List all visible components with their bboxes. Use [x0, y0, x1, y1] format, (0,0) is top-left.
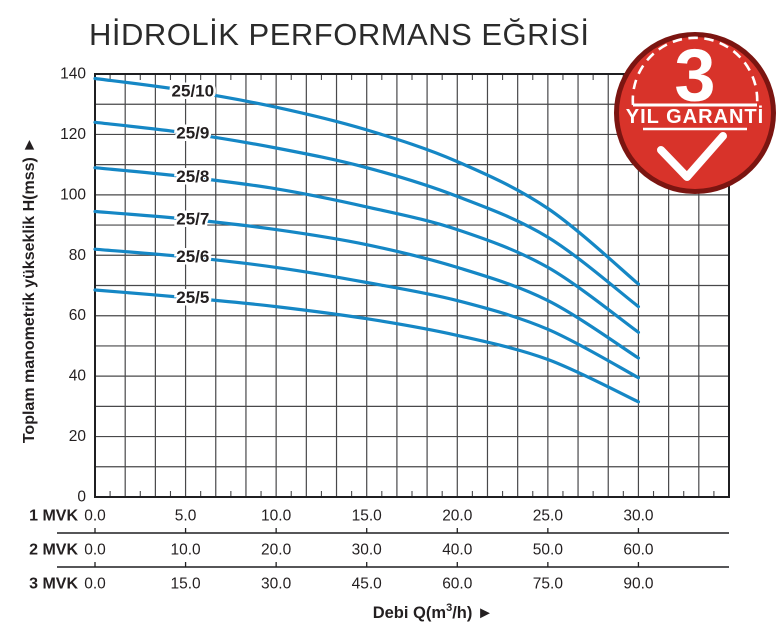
- x-axis-title-prefix: Debi Q(m: [373, 604, 446, 622]
- scale-row-3-value: 90.0: [623, 576, 654, 593]
- scale-row-2-value: 60.0: [623, 542, 654, 559]
- scale-row-3-value: 75.0: [533, 576, 564, 593]
- scale-row-1-value: 30.0: [623, 508, 654, 525]
- scale-row-label-2-mvk: 2 MVK: [29, 542, 78, 559]
- scale-row-3-value: 45.0: [352, 576, 383, 593]
- scale-row-1-value: 5.0: [175, 508, 197, 525]
- y-axis-title: Toplam manometrik yükseklik H(mss) ►: [21, 137, 38, 443]
- curve-label-25-6: 25/6: [176, 247, 209, 266]
- x-axis-title-superscript: 3: [446, 602, 452, 614]
- y-tick-label: 0: [77, 489, 86, 506]
- badge-number: 3: [674, 34, 715, 117]
- scale-row-2-value: 40.0: [442, 542, 473, 559]
- y-tick-label: 80: [69, 247, 87, 264]
- chart-title: HİDROLİK PERFORMANS EĞRİSİ: [89, 17, 590, 52]
- scale-row-1-value: 10.0: [261, 508, 292, 525]
- warranty-badge: 3 YIL GARANTİ: [614, 32, 776, 194]
- performance-curve-25-5: [93, 288, 640, 404]
- scale-row-2-value: 30.0: [352, 542, 383, 559]
- performance-curve-25-6: [93, 247, 640, 380]
- curve-label-25-10: 25/10: [172, 81, 215, 100]
- scale-row-1-value: 25.0: [533, 508, 564, 525]
- y-tick-label: 20: [69, 428, 87, 445]
- x-axis-title: Debi Q(m3/h) ►: [373, 602, 494, 622]
- scale-row-1-value: 15.0: [352, 508, 383, 525]
- plot-border: [94, 73, 730, 498]
- scale-row-1-value: 20.0: [442, 508, 473, 525]
- curve-label-25-5: 25/5: [176, 288, 209, 307]
- scale-row-3-value: 15.0: [170, 576, 201, 593]
- curve-label-25-8: 25/8: [176, 167, 209, 186]
- badge-circle: [614, 32, 776, 194]
- y-tick-label: 140: [60, 66, 86, 83]
- scale-row-3-value: 30.0: [261, 576, 292, 593]
- performance-curve-25-8: [93, 166, 640, 334]
- scale-row-2-value: 20.0: [261, 542, 292, 559]
- badge-dashed-arc-icon: [631, 36, 759, 106]
- scale-row-2-value: 50.0: [533, 542, 564, 559]
- y-tick-label: 120: [60, 126, 86, 143]
- chart-generated-layer: 0 20 40 60 80 100 120 140 25/10 25/9 25/8 25/7 25/6 2…: [29, 66, 730, 593]
- y-tick-label: 100: [60, 186, 86, 203]
- performance-curve-25-9: [93, 120, 640, 309]
- scale-row-1-value: 0.0: [84, 508, 106, 525]
- curve-label-25-7: 25/7: [176, 209, 209, 228]
- performance-curve-25-7: [93, 209, 640, 360]
- badge-checkmark-icon: [657, 132, 727, 181]
- scale-row-2-value: 10.0: [170, 542, 201, 559]
- curve-label-25-9: 25/9: [176, 124, 209, 143]
- scale-row-label-1-mvk: 1 MVK: [29, 508, 78, 525]
- performance-curve-25-10: [93, 76, 640, 286]
- x-axis-title-suffix: /h) ►: [452, 604, 493, 622]
- badge-label: YIL GARANTİ: [626, 105, 764, 128]
- y-tick-label: 40: [69, 368, 87, 385]
- scale-row-3-value: 0.0: [84, 576, 106, 593]
- scale-row-label-3-mvk: 3 MVK: [29, 576, 78, 593]
- y-tick-label: 60: [69, 307, 87, 324]
- scale-row-2-value: 0.0: [84, 542, 106, 559]
- scale-row-3-value: 60.0: [442, 576, 473, 593]
